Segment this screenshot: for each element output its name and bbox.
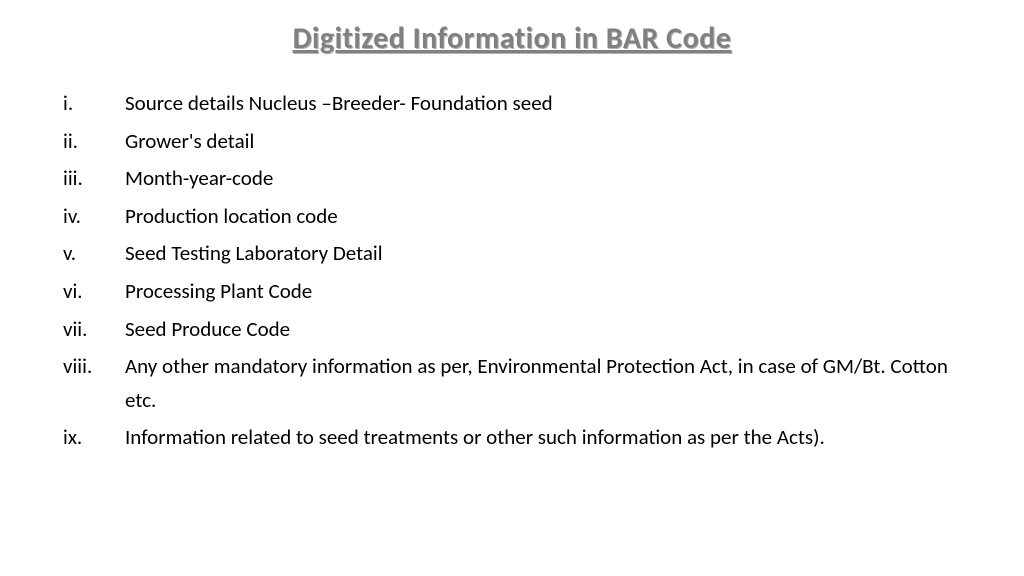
list-item-text: Grower's detail <box>125 125 969 159</box>
page-title: Digitized Information in BAR Code <box>55 20 969 57</box>
list-item: iii. Month-year-code <box>55 162 969 196</box>
list-item-text: Seed Produce Code <box>125 313 969 347</box>
list-item: viii. Any other mandatory information as… <box>55 350 969 417</box>
list-marker: iv. <box>55 200 125 234</box>
list-item-text: Source details Nucleus –Breeder- Foundat… <box>125 87 969 121</box>
list-marker: vi. <box>55 275 125 309</box>
list-item: iv. Production location code <box>55 200 969 234</box>
list-item-text: Production location code <box>125 200 969 234</box>
list-item-text: Any other mandatory information as per, … <box>125 350 969 417</box>
list-marker: vii. <box>55 313 125 347</box>
list-item: ii. Grower's detail <box>55 125 969 159</box>
list-item-text: Seed Testing Laboratory Detail <box>125 237 969 271</box>
info-list: i. Source details Nucleus –Breeder- Foun… <box>55 87 969 455</box>
list-item: v. Seed Testing Laboratory Detail <box>55 237 969 271</box>
list-marker: iii. <box>55 162 125 196</box>
list-item: vi. Processing Plant Code <box>55 275 969 309</box>
list-marker: v. <box>55 237 125 271</box>
list-item: vii. Seed Produce Code <box>55 313 969 347</box>
list-item: i. Source details Nucleus –Breeder- Foun… <box>55 87 969 121</box>
list-marker: i. <box>55 87 125 121</box>
list-marker: viii. <box>55 350 125 417</box>
list-marker: ix. <box>55 421 125 455</box>
list-item-text: Month-year-code <box>125 162 969 196</box>
list-item-text: Processing Plant Code <box>125 275 969 309</box>
list-item-text: Information related to seed treatments o… <box>125 421 969 455</box>
list-marker: ii. <box>55 125 125 159</box>
list-item: ix. Information related to seed treatmen… <box>55 421 969 455</box>
